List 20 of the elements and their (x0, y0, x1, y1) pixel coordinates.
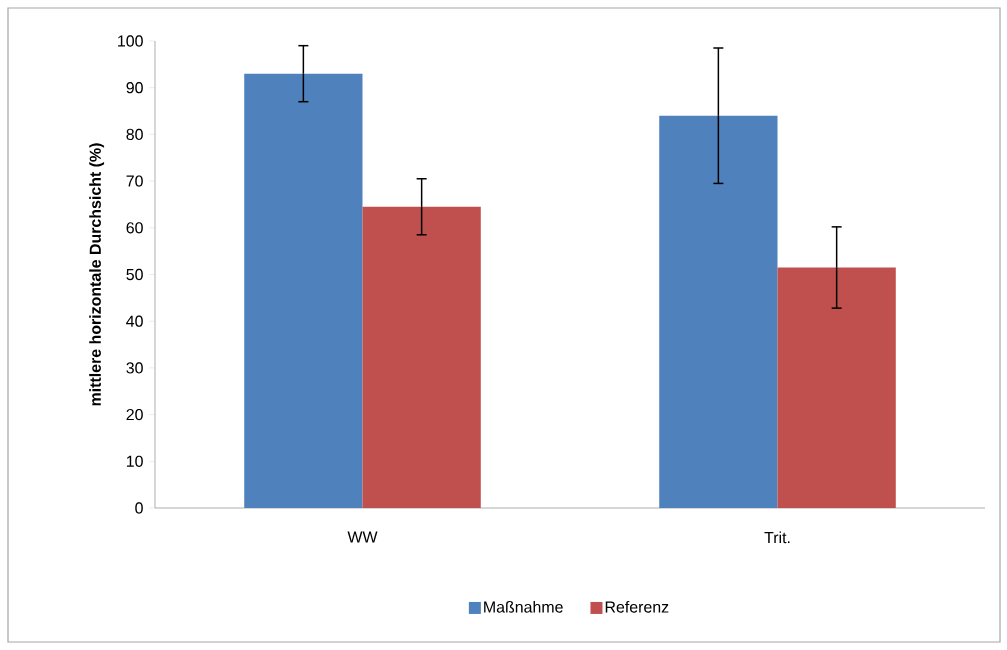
y-tick-label: 20 (126, 408, 143, 421)
y-tick-label: 90 (126, 82, 143, 94)
y-tick-label: 60 (126, 222, 143, 234)
y-tick-label: 40 (126, 315, 143, 327)
y-tick-label: 50 (126, 268, 143, 281)
y-tick-label: 80 (126, 128, 143, 141)
y-tick-label: 10 (126, 455, 143, 467)
y-tick-label: 0 (135, 502, 143, 514)
y-axis-title: mittlere horizontale Durchsicht (%) (89, 143, 105, 406)
x-tick-label: Trit. (764, 531, 790, 544)
y-tick-label: 30 (126, 362, 143, 374)
bar (659, 115, 778, 508)
bar (244, 73, 363, 508)
legend-label: Maßnahme (484, 600, 563, 613)
legend-label: Referenz (605, 600, 669, 613)
bar (362, 206, 481, 508)
y-tick-label: 70 (126, 175, 143, 187)
y-tick-label: 100 (118, 35, 143, 47)
x-tick-label: WW (347, 531, 378, 543)
bar (777, 267, 896, 508)
